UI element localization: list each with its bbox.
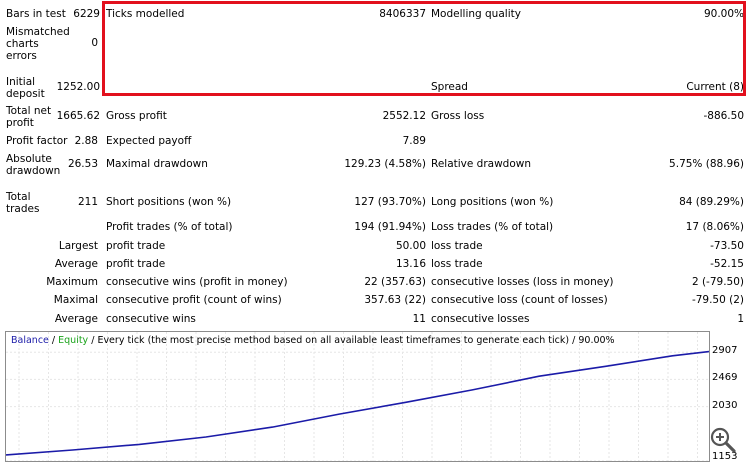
row-value-2: 1 <box>737 313 744 325</box>
quality-value: 90.00% <box>578 335 615 346</box>
row-label-1: profit trade <box>106 258 166 270</box>
row-value-2: 2 (-79.50) <box>691 276 744 288</box>
short-positions-value: 127 (93.70%) <box>354 196 426 208</box>
y-tick-label: 2030 <box>712 399 738 411</box>
bars-in-test-label: Bars in test <box>6 8 66 20</box>
maximal-drawdown-label: Maximal drawdown <box>106 158 208 170</box>
mismatched-value: 0 <box>91 37 98 49</box>
total-trades-value: 211 <box>77 196 98 208</box>
short-positions-label: Short positions (won %) <box>106 196 232 208</box>
spread-label: Spread <box>431 81 468 93</box>
total-trades-label: Total trades <box>6 191 40 215</box>
row-value-2: -52.15 <box>710 258 744 270</box>
legend-separator: / <box>88 335 98 346</box>
row-label-1: consecutive profit (count of wins) <box>106 294 282 306</box>
balance-chart-svg <box>6 332 709 461</box>
total-net-profit-label: Total net profit <box>6 105 52 129</box>
row-value-1: 50.00 <box>395 240 426 252</box>
initial-deposit-value: 1252.00 <box>56 81 100 93</box>
absolute-drawdown-label: Absolute drawdown <box>6 153 61 177</box>
gross-loss-value: -886.50 <box>703 110 744 122</box>
chart-header: Balance / Equity / Every tick (the most … <box>11 335 615 346</box>
mismatched-label: Mismatched charts errors <box>6 26 70 62</box>
balance-chart: Balance / Equity / Every tick (the most … <box>5 331 710 462</box>
absolute-drawdown-value: 26.53 <box>67 158 98 170</box>
row-value-1: 357.63 (22) <box>364 294 426 306</box>
gross-loss-label: Gross loss <box>431 110 485 122</box>
ticks-modelled-label: Ticks modelled <box>106 8 185 20</box>
y-tick-label: 2469 <box>712 372 738 384</box>
profit-trades-label: Profit trades (% of total) <box>106 221 233 233</box>
highlight-box <box>102 1 746 96</box>
gross-profit-label: Gross profit <box>106 110 167 122</box>
profit-trades-value: 194 (91.94%) <box>354 221 426 233</box>
row-group: Average <box>54 313 98 325</box>
long-positions-label: Long positions (won %) <box>431 196 554 208</box>
loss-trades-label: Loss trades (% of total) <box>431 221 554 233</box>
row-group: Maximal <box>53 294 98 306</box>
relative-drawdown-value: 5.75% (88.96) <box>669 158 744 170</box>
row-value-1: 22 (357.63) <box>364 276 426 288</box>
magnifier-plus-icon[interactable] <box>708 425 738 455</box>
row-label-2: loss trade <box>431 258 483 270</box>
loss-trades-value: 17 (8.06%) <box>685 221 744 233</box>
modelling-quality-label: Modelling quality <box>431 8 521 20</box>
expected-payoff-label: Expected payoff <box>106 135 192 147</box>
row-label-2: consecutive losses <box>431 313 530 325</box>
spread-value: Current (8) <box>686 81 744 93</box>
total-net-profit-value: 1665.62 <box>56 110 100 122</box>
row-value-1: 13.16 <box>395 258 426 270</box>
row-label-1: consecutive wins (profit in money) <box>106 276 288 288</box>
gross-profit-value: 2552.12 <box>382 110 426 122</box>
y-tick-label: 2907 <box>712 345 738 357</box>
row-group: Maximum <box>46 276 98 288</box>
row-value-2: -79.50 (2) <box>691 294 744 306</box>
legend-balance: Balance <box>11 335 49 346</box>
row-value-2: -73.50 <box>710 240 744 252</box>
maximal-drawdown-value: 129.23 (4.58%) <box>344 158 426 170</box>
profit-factor-value: 2.88 <box>74 135 98 147</box>
row-group: Largest <box>58 240 98 252</box>
row-label-1: consecutive wins <box>106 313 196 325</box>
ticks-modelled-value: 8406337 <box>379 8 426 20</box>
profit-factor-label: Profit factor <box>6 135 68 147</box>
expected-payoff-value: 7.89 <box>402 135 426 147</box>
legend-separator: / <box>569 335 579 346</box>
initial-deposit-label: Initial deposit <box>6 76 45 100</box>
legend-equity: Equity <box>58 335 89 346</box>
row-group: Average <box>54 258 98 270</box>
y-tick-label: 1153 <box>712 451 738 462</box>
row-label-2: consecutive loss (count of losses) <box>431 294 608 306</box>
relative-drawdown-label: Relative drawdown <box>431 158 532 170</box>
model-description: Every tick (the most precise method base… <box>97 335 570 346</box>
row-value-1: 11 <box>412 313 426 325</box>
row-label-2: loss trade <box>431 240 483 252</box>
long-positions-value: 84 (89.29%) <box>679 196 744 208</box>
bars-in-test-value: 6229 <box>73 8 100 20</box>
legend-separator: / <box>48 335 59 346</box>
row-label-2: consecutive losses (loss in money) <box>431 276 614 288</box>
modelling-quality-value: 90.00% <box>703 8 744 20</box>
balance-series-line <box>6 350 709 456</box>
row-label-1: profit trade <box>106 240 166 252</box>
